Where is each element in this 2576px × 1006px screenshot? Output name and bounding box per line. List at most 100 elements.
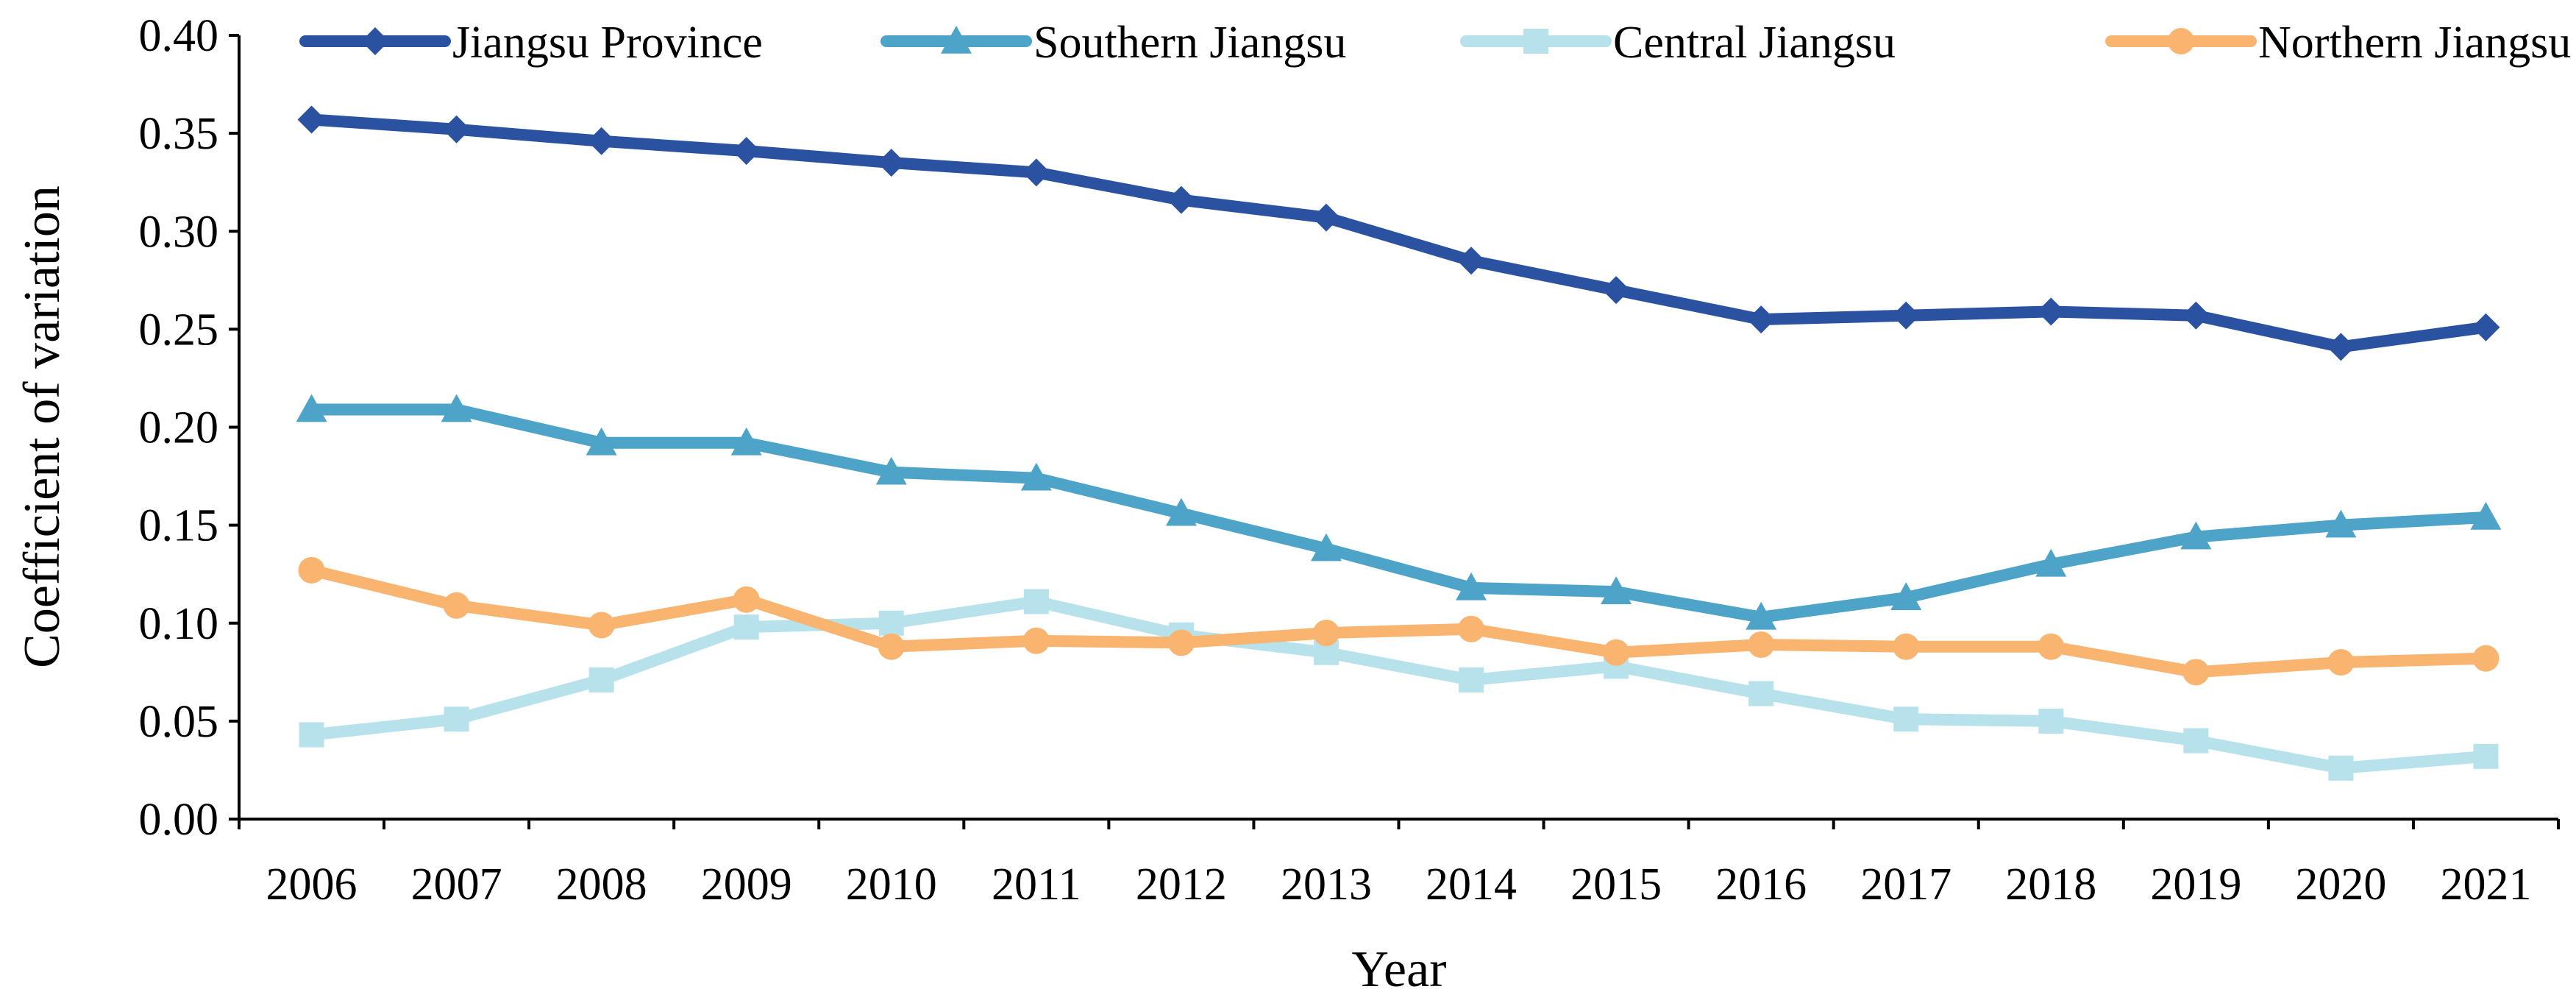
y-tick-label: 0.10 xyxy=(139,599,219,649)
data-point-northern-jiangsu xyxy=(1022,627,1050,654)
data-point-southern-jiangsu xyxy=(2180,521,2212,550)
y-tick-label: 0.40 xyxy=(139,11,219,61)
data-point-jiangsu-province xyxy=(877,149,905,177)
data-point-southern-jiangsu xyxy=(1746,601,1777,630)
data-point-central-jiangsu xyxy=(1459,667,1484,692)
legend-swatch-marker xyxy=(2168,28,2194,54)
legend-item-southern-jiangsu: Southern Jiangsu xyxy=(880,18,1346,68)
legend-swatch-marker xyxy=(361,27,389,55)
x-tick-label: 2016 xyxy=(1715,860,1807,910)
data-point-central-jiangsu xyxy=(1748,681,1774,706)
x-tick-label: 2007 xyxy=(411,860,502,910)
data-point-central-jiangsu xyxy=(588,667,614,692)
data-point-central-jiangsu xyxy=(444,706,469,732)
data-point-jiangsu-province xyxy=(2472,313,2500,341)
x-tick-label: 2010 xyxy=(846,860,937,910)
data-point-southern-jiangsu xyxy=(875,456,907,485)
data-point-central-jiangsu xyxy=(2473,743,2499,769)
x-tick-label: 2009 xyxy=(701,860,792,910)
data-point-jiangsu-province xyxy=(1602,276,1631,305)
data-point-jiangsu-province xyxy=(442,115,471,144)
y-tick-label: 0.25 xyxy=(139,305,219,355)
series-line-southern-jiangsu xyxy=(305,403,2492,623)
data-point-jiangsu-province xyxy=(2182,301,2210,330)
series-central-jiangsu xyxy=(299,589,2499,781)
data-point-northern-jiangsu xyxy=(1748,631,1775,659)
series-line-northern-jiangsu xyxy=(305,564,2492,679)
data-point-central-jiangsu xyxy=(2328,755,2354,781)
data-point-jiangsu-province xyxy=(1747,305,1776,334)
y-tick-label: 0.35 xyxy=(139,109,219,159)
data-point-central-jiangsu xyxy=(2038,708,2064,734)
data-point-jiangsu-province xyxy=(297,105,326,134)
data-point-northern-jiangsu xyxy=(2182,659,2210,686)
data-point-northern-jiangsu xyxy=(878,633,905,660)
x-tick-label: 2019 xyxy=(2150,860,2241,910)
data-point-northern-jiangsu xyxy=(1167,629,1195,656)
legend-label: Northern Jiangsu xyxy=(2258,18,2571,68)
data-point-northern-jiangsu xyxy=(443,592,470,619)
data-point-northern-jiangsu xyxy=(588,612,615,639)
data-point-southern-jiangsu xyxy=(296,394,327,422)
data-point-southern-jiangsu xyxy=(1456,572,1487,601)
data-point-jiangsu-province xyxy=(2327,333,2355,361)
data-point-southern-jiangsu xyxy=(1310,533,1342,562)
x-tick-label: 2015 xyxy=(1570,860,1662,910)
series-northern-jiangsu xyxy=(298,556,2499,686)
data-point-southern-jiangsu xyxy=(1020,462,1052,491)
legend-swatch-marker xyxy=(1523,29,1548,54)
y-tick-label: 0.00 xyxy=(139,795,219,845)
data-point-southern-jiangsu xyxy=(1890,582,1922,610)
legend-label: Central Jiangsu xyxy=(1613,18,1896,68)
x-tick-label: 2006 xyxy=(266,860,357,910)
series-line-jiangsu-province xyxy=(305,113,2492,353)
x-tick-label: 2020 xyxy=(2295,860,2386,910)
x-tick-label: 2018 xyxy=(2005,860,2096,910)
data-point-jiangsu-province xyxy=(1892,301,1921,330)
x-tick-label: 2013 xyxy=(1281,860,1372,910)
y-axis-ticks: 0.00 0.05 0.10 0.15 0.20 0.25 0.30 0.35 0.40 xyxy=(139,11,239,845)
data-point-central-jiangsu xyxy=(299,722,324,748)
data-point-central-jiangsu xyxy=(1893,706,1919,732)
data-point-central-jiangsu xyxy=(733,614,759,640)
legend: Jiangsu Province Southern Jiangsu Central … xyxy=(299,18,2571,68)
x-tick-label: 2011 xyxy=(992,860,1081,910)
data-point-northern-jiangsu xyxy=(733,586,760,613)
data-point-northern-jiangsu xyxy=(1893,633,1920,660)
y-tick-label: 0.15 xyxy=(139,501,219,551)
data-point-jiangsu-province xyxy=(1457,247,1486,275)
data-point-jiangsu-province xyxy=(2037,297,2066,326)
data-point-northern-jiangsu xyxy=(2327,649,2355,676)
data-point-jiangsu-province xyxy=(1022,158,1050,187)
legend-label: Jiangsu Province xyxy=(452,18,763,68)
data-point-northern-jiangsu xyxy=(1458,615,1485,642)
legend-label: Southern Jiangsu xyxy=(1033,18,1346,68)
legend-item-central-jiangsu: Central Jiangsu xyxy=(1460,18,1896,68)
data-point-jiangsu-province xyxy=(1167,185,1195,214)
y-tick-label: 0.05 xyxy=(139,697,219,747)
x-tick-label: 2012 xyxy=(1136,860,1227,910)
y-tick-label: 0.30 xyxy=(139,207,219,257)
legend-swatch-marker xyxy=(941,26,972,54)
data-point-southern-jiangsu xyxy=(730,427,762,456)
data-point-jiangsu-province xyxy=(587,127,616,155)
series-layer xyxy=(296,105,2502,781)
data-point-southern-jiangsu xyxy=(2035,548,2067,577)
data-point-southern-jiangsu xyxy=(1165,497,1197,526)
plot-area: 0.00 0.05 0.10 0.15 0.20 0.25 0.30 0.35 0.40 200… xyxy=(139,11,2560,910)
series-line-central-jiangsu xyxy=(305,595,2492,774)
data-point-central-jiangsu xyxy=(878,610,904,636)
series-jiangsu-province xyxy=(297,105,2500,361)
data-point-northern-jiangsu xyxy=(2472,645,2499,672)
y-tick-label: 0.20 xyxy=(139,403,219,453)
x-tick-label: 2008 xyxy=(556,860,647,910)
x-axis-ticks: 2006 2007 2008 2009 2010 2011 2012 2013 2014 2015… xyxy=(238,819,2560,910)
data-point-southern-jiangsu xyxy=(586,427,617,456)
data-point-southern-jiangsu xyxy=(2325,509,2357,538)
y-axis-title: Coefficient of variation xyxy=(14,185,71,668)
data-point-southern-jiangsu xyxy=(1601,576,1632,604)
data-point-jiangsu-province xyxy=(732,137,761,166)
data-point-jiangsu-province xyxy=(1312,203,1340,232)
data-point-northern-jiangsu xyxy=(1603,639,1630,666)
